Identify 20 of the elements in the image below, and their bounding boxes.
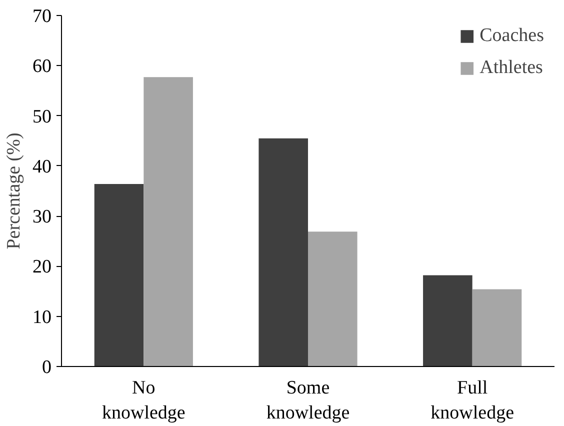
y-tick-label: 40 [32, 156, 52, 178]
y-tick-label: 10 [32, 306, 52, 328]
bar [472, 289, 522, 366]
bar [308, 232, 358, 366]
x-tick-label: No knowledge [102, 378, 186, 424]
y-tick-label: 30 [32, 206, 52, 228]
y-axis-title: Percentage (%) [4, 132, 24, 250]
bar [258, 138, 308, 366]
bar [94, 184, 144, 366]
bar [423, 275, 472, 366]
y-tick-label: 60 [32, 56, 52, 78]
y-tick-label: 70 [32, 6, 52, 27]
x-tick-label: Some knowledge [266, 378, 350, 424]
x-tick-label: Full knowledge [430, 378, 514, 424]
y-tick-label: 50 [32, 106, 52, 128]
y-tick-label: 0 [42, 357, 52, 378]
legend-label: Athletes [480, 57, 543, 79]
y-tick-label: 20 [32, 256, 52, 278]
bar [144, 77, 193, 366]
legend-label: Coaches [480, 25, 544, 47]
